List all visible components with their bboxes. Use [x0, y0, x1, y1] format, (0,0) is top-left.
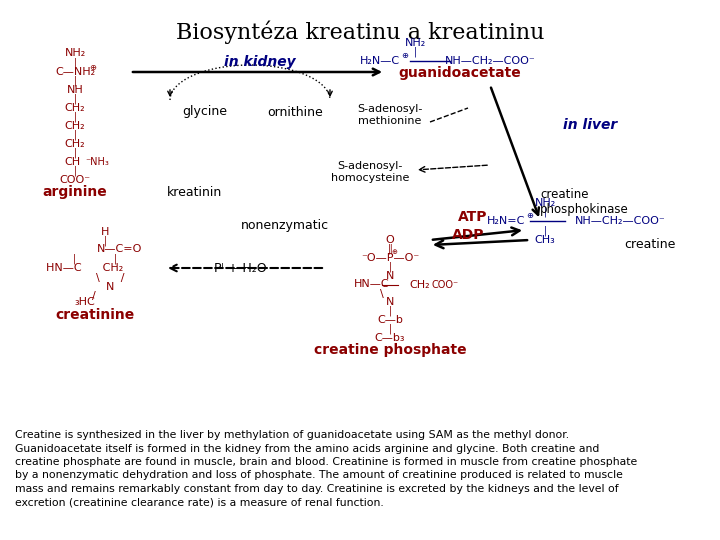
Text: |: | [73, 58, 76, 68]
Text: creatine: creatine [624, 239, 675, 252]
Text: C—NH₂: C—NH₂ [55, 67, 95, 77]
Text: ⊕: ⊕ [526, 211, 534, 219]
Text: /: / [92, 291, 96, 301]
Text: ADP: ADP [451, 228, 485, 242]
Text: S-adenosyl-
homocysteine: S-adenosyl- homocysteine [330, 161, 409, 183]
Text: |: | [73, 130, 76, 140]
Text: CH₂: CH₂ [65, 121, 85, 131]
Text: CH₃: CH₃ [535, 235, 555, 245]
Text: |: | [73, 76, 76, 86]
Text: creatine phosphate: creatine phosphate [314, 343, 467, 357]
Text: NH₂: NH₂ [405, 38, 426, 48]
Text: ⁻NH₃: ⁻NH₃ [85, 157, 109, 167]
Text: |: | [388, 262, 392, 272]
Text: C—b₃: C—b₃ [374, 333, 405, 343]
Text: Guanidoacetate itself is formed in the kidney from the amino acids arginine and : Guanidoacetate itself is formed in the k… [15, 443, 599, 454]
Text: C—b: C—b [377, 315, 403, 325]
Text: nonenzymatic: nonenzymatic [241, 219, 329, 232]
Text: by a nonenzymatic dehydration and loss of phosphate. The amount of creatinine pr: by a nonenzymatic dehydration and loss o… [15, 470, 623, 481]
Text: arginine: arginine [42, 185, 107, 199]
Text: mass and remains remarkably constant from day to day. Creatinine is excreted by : mass and remains remarkably constant fro… [15, 484, 618, 494]
Text: Biosyntéza kreatinu a kreatininu: Biosyntéza kreatinu a kreatininu [176, 20, 544, 44]
Text: creatine phosphate are found in muscle, brain and blood. Creatinine is formed in: creatine phosphate are found in muscle, … [15, 457, 637, 467]
Text: NH—CH₂—COO⁻: NH—CH₂—COO⁻ [575, 216, 665, 226]
Text: COO⁻: COO⁻ [60, 175, 91, 185]
Text: kreatinin: kreatinin [167, 186, 222, 199]
Text: S-adenosyl-
methionine: S-adenosyl- methionine [357, 104, 423, 126]
Text: ⊕: ⊕ [89, 64, 96, 72]
Text: |            |: | | [73, 254, 117, 264]
Text: |: | [388, 306, 392, 316]
Text: |: | [104, 236, 107, 246]
Text: ⊕: ⊕ [391, 249, 397, 255]
Text: NH₂: NH₂ [534, 198, 556, 208]
Text: N: N [386, 271, 394, 281]
Text: in kidney: in kidney [224, 55, 296, 69]
Text: N—C=O: N—C=O [97, 244, 143, 254]
Text: |: | [73, 166, 76, 176]
Text: H₂N—C: H₂N—C [360, 56, 400, 66]
Text: |: | [544, 226, 546, 237]
Text: |: | [73, 94, 76, 104]
Text: O: O [386, 235, 395, 245]
Text: ⊕: ⊕ [402, 51, 408, 60]
Text: |: | [388, 324, 392, 334]
Text: Creatine is synthesized in the liver by methylation of guanidoacetate using SAM : Creatine is synthesized in the liver by … [15, 430, 569, 440]
Text: excretion (creatinine clearance rate) is a measure of renal function.: excretion (creatinine clearance rate) is… [15, 497, 384, 508]
Text: in liver: in liver [563, 118, 617, 132]
Text: glycine: glycine [182, 105, 228, 118]
Text: CH₂: CH₂ [65, 103, 85, 113]
Text: |: | [413, 47, 417, 57]
Text: creatine
phosphokinase: creatine phosphokinase [540, 188, 629, 216]
Text: \      /: \ / [96, 273, 125, 283]
Text: ⁻O—P—O⁻: ⁻O—P—O⁻ [361, 253, 419, 263]
Text: CH₂: CH₂ [65, 139, 85, 149]
Text: CH: CH [64, 157, 80, 167]
Text: NH—CH₂—COO⁻: NH—CH₂—COO⁻ [445, 56, 536, 66]
Text: N: N [386, 297, 394, 307]
Text: ₃HC: ₃HC [75, 297, 95, 307]
Text: Pᴵ + H₂O: Pᴵ + H₂O [214, 261, 266, 274]
Text: NH₂: NH₂ [64, 48, 86, 58]
Text: ATP: ATP [458, 210, 487, 224]
Text: creatinine: creatinine [55, 308, 135, 322]
Text: H: H [101, 227, 109, 237]
Text: HN—C      CH₂: HN—C CH₂ [46, 263, 124, 273]
Text: ornithine: ornithine [267, 105, 323, 118]
Text: HN—C: HN—C [354, 279, 390, 289]
Text: NH: NH [67, 85, 84, 95]
Text: guanidoacetate: guanidoacetate [399, 66, 521, 80]
Text: ‖: ‖ [387, 244, 392, 254]
Text: |: | [73, 112, 76, 122]
Text: \: \ [380, 289, 384, 299]
Text: H₂N=C: H₂N=C [487, 216, 525, 226]
Text: CH₂: CH₂ [410, 280, 431, 290]
Text: |: | [73, 148, 76, 158]
Text: |: | [544, 207, 546, 217]
Text: COO⁻: COO⁻ [431, 280, 459, 290]
Text: N: N [106, 282, 114, 292]
